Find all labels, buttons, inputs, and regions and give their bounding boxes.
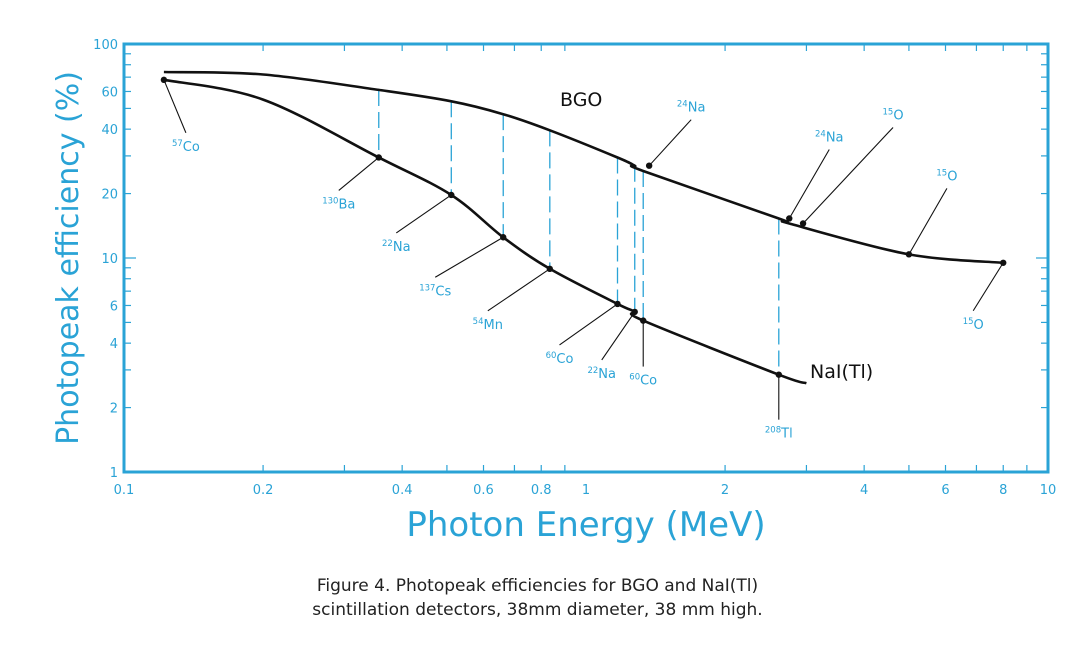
point-label: 57Co xyxy=(172,139,200,155)
point-label: 130Ba xyxy=(322,196,355,212)
data-point xyxy=(1000,259,1007,266)
x-tick-label: 1 xyxy=(582,483,590,498)
point-label: 22Na xyxy=(587,366,616,382)
x-tick-label: 0.1 xyxy=(114,483,135,498)
y-tick-label: 1 xyxy=(110,466,118,481)
data-point xyxy=(905,251,913,258)
x-tick-label: 6 xyxy=(941,483,949,498)
point-label: 15O xyxy=(883,107,904,123)
point-label: 24Na xyxy=(815,129,844,145)
x-tick-label: 0.6 xyxy=(473,483,494,498)
x-tick-label: 0.8 xyxy=(531,483,552,498)
data-point xyxy=(786,215,793,222)
y-tick-label: 4 xyxy=(110,337,118,352)
x-tick-label: 4 xyxy=(860,483,868,498)
y-tick-label: 6 xyxy=(110,299,118,314)
x-tick-label: 2 xyxy=(721,483,729,498)
series-line-bgo xyxy=(163,70,1004,265)
y-tick-label: 40 xyxy=(101,123,118,138)
data-point xyxy=(614,300,621,308)
x-tick-label: 8 xyxy=(999,483,1007,498)
x-tick-label: 0.4 xyxy=(392,483,413,498)
point-label: 54Mn xyxy=(473,317,503,333)
series-label-nai: NaI(Tl) xyxy=(810,361,873,383)
leader-line xyxy=(559,303,618,346)
leader-line xyxy=(908,188,948,255)
leader-line xyxy=(802,127,894,224)
point-label: 208Tl xyxy=(765,426,793,442)
data-point xyxy=(645,162,653,169)
series-label-bgo: BGO xyxy=(560,89,602,111)
point-label: 15O xyxy=(936,168,957,184)
point-label: 22Na xyxy=(382,239,411,255)
data-point xyxy=(799,220,807,227)
point-label: 137Cs xyxy=(419,283,451,299)
leader-line xyxy=(648,119,692,167)
leader-line xyxy=(395,194,452,234)
y-tick-label: 60 xyxy=(101,85,118,100)
leader-line xyxy=(434,236,504,278)
data-point xyxy=(448,191,455,199)
y-tick-label: 100 xyxy=(93,38,118,53)
leader-line xyxy=(601,311,636,361)
data-point xyxy=(640,317,647,324)
data-point xyxy=(546,265,554,273)
x-tick-label: 0.2 xyxy=(253,483,274,498)
y-axis-title: Photopeak efficiency (%) xyxy=(51,71,86,445)
y-tick-label: 10 xyxy=(101,252,118,267)
y-tick-label: 2 xyxy=(110,402,118,417)
leader-line xyxy=(487,268,551,312)
data-point xyxy=(775,371,782,378)
y-tick-label: 20 xyxy=(101,188,118,203)
data-point xyxy=(160,76,168,84)
point-label: 60Co xyxy=(629,373,657,389)
caption-line-2: scintillation detectors, 38mm diameter, … xyxy=(312,600,763,620)
point-label: 24Na xyxy=(677,100,706,116)
caption-line-1: Figure 4. Photopeak efficiencies for BGO… xyxy=(316,576,759,596)
data-point xyxy=(500,234,507,241)
x-axis-title: Photon Energy (MeV) xyxy=(406,505,765,545)
leader-line xyxy=(338,157,380,191)
point-label: 60Co xyxy=(546,351,574,367)
point-label: 15O xyxy=(963,317,984,333)
leader-line xyxy=(972,262,1004,312)
x-tick-label: 10 xyxy=(1040,483,1057,498)
leader-line xyxy=(788,149,830,219)
data-point xyxy=(375,154,382,161)
data-point xyxy=(631,308,638,316)
leader-line xyxy=(163,79,187,134)
series-line-nai xyxy=(163,78,807,385)
